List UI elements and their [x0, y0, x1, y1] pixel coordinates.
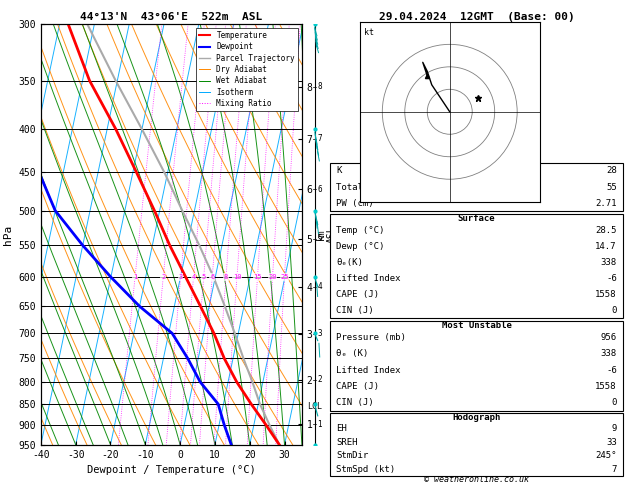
Text: StmDir: StmDir [336, 451, 369, 460]
Text: 1558: 1558 [595, 382, 617, 391]
Text: CIN (J): CIN (J) [336, 398, 374, 407]
Text: 4: 4 [318, 282, 322, 291]
Text: 7: 7 [611, 465, 617, 474]
Bar [330, 163, 623, 211]
Text: 4: 4 [191, 274, 196, 280]
Text: 7: 7 [318, 134, 322, 143]
Text: 29.04.2024  12GMT  (Base: 00): 29.04.2024 12GMT (Base: 00) [379, 12, 574, 22]
Text: 33: 33 [606, 438, 617, 447]
Text: 55: 55 [606, 183, 617, 191]
Text: Pressure (mb): Pressure (mb) [336, 333, 406, 342]
Text: 2.71: 2.71 [595, 199, 617, 208]
Text: Totals Totals: Totals Totals [336, 183, 406, 191]
Text: 6: 6 [318, 185, 322, 194]
Text: Hodograph: Hodograph [452, 413, 501, 422]
Text: 3: 3 [318, 330, 322, 338]
Text: 9: 9 [611, 424, 617, 433]
Text: 6: 6 [210, 274, 214, 280]
Bar [330, 413, 623, 476]
Text: 14.7: 14.7 [595, 242, 617, 251]
Text: 338: 338 [601, 258, 617, 267]
Bar [330, 321, 623, 411]
Text: 0: 0 [611, 306, 617, 315]
Text: 2: 2 [318, 375, 322, 384]
Text: Surface: Surface [458, 214, 495, 223]
Text: 5: 5 [318, 234, 322, 243]
Text: PW (cm): PW (cm) [336, 199, 374, 208]
Text: 25: 25 [280, 274, 289, 280]
Y-axis label: hPa: hPa [3, 225, 13, 244]
Text: 0: 0 [611, 398, 617, 407]
Text: 20: 20 [269, 274, 277, 280]
Text: θₑ(K): θₑ(K) [336, 258, 363, 267]
X-axis label: Dewpoint / Temperature (°C): Dewpoint / Temperature (°C) [87, 465, 256, 475]
Text: -6: -6 [606, 274, 617, 283]
Text: -6: -6 [606, 365, 617, 375]
Text: 15: 15 [253, 274, 262, 280]
Text: Temp (°C): Temp (°C) [336, 226, 384, 235]
Text: Lifted Index: Lifted Index [336, 365, 401, 375]
Title: 44°13'N  43°06'E  522m  ASL: 44°13'N 43°06'E 522m ASL [81, 12, 262, 22]
Text: 1: 1 [318, 420, 322, 429]
Text: Dewp (°C): Dewp (°C) [336, 242, 384, 251]
Text: CAPE (J): CAPE (J) [336, 382, 379, 391]
Text: SREH: SREH [336, 438, 358, 447]
Text: EH: EH [336, 424, 347, 433]
Text: CAPE (J): CAPE (J) [336, 290, 379, 299]
Text: 8: 8 [224, 274, 228, 280]
Text: 2: 2 [161, 274, 165, 280]
Text: © weatheronline.co.uk: © weatheronline.co.uk [424, 474, 529, 484]
Bar [330, 214, 623, 318]
Y-axis label: km
ASL: km ASL [315, 226, 337, 243]
Text: 1558: 1558 [595, 290, 617, 299]
Text: 28.5: 28.5 [595, 226, 617, 235]
Legend: Temperature, Dewpoint, Parcel Trajectory, Dry Adiabat, Wet Adiabat, Isotherm, Mi: Temperature, Dewpoint, Parcel Trajectory… [196, 28, 298, 111]
Text: θₑ (K): θₑ (K) [336, 349, 369, 358]
Text: kt: kt [364, 28, 374, 37]
Text: 956: 956 [601, 333, 617, 342]
Text: 5: 5 [201, 274, 206, 280]
Text: 8: 8 [318, 82, 322, 91]
Text: Lifted Index: Lifted Index [336, 274, 401, 283]
Text: 10: 10 [233, 274, 241, 280]
Text: CIN (J): CIN (J) [336, 306, 374, 315]
Text: 1: 1 [133, 274, 137, 280]
Text: StmSpd (kt): StmSpd (kt) [336, 465, 395, 474]
Text: LCL: LCL [307, 402, 322, 411]
Text: 28: 28 [606, 166, 617, 175]
Text: 338: 338 [601, 349, 617, 358]
Text: 245°: 245° [595, 451, 617, 460]
Text: K: K [336, 166, 342, 175]
Text: Most Unstable: Most Unstable [442, 321, 511, 330]
Text: 3: 3 [179, 274, 183, 280]
